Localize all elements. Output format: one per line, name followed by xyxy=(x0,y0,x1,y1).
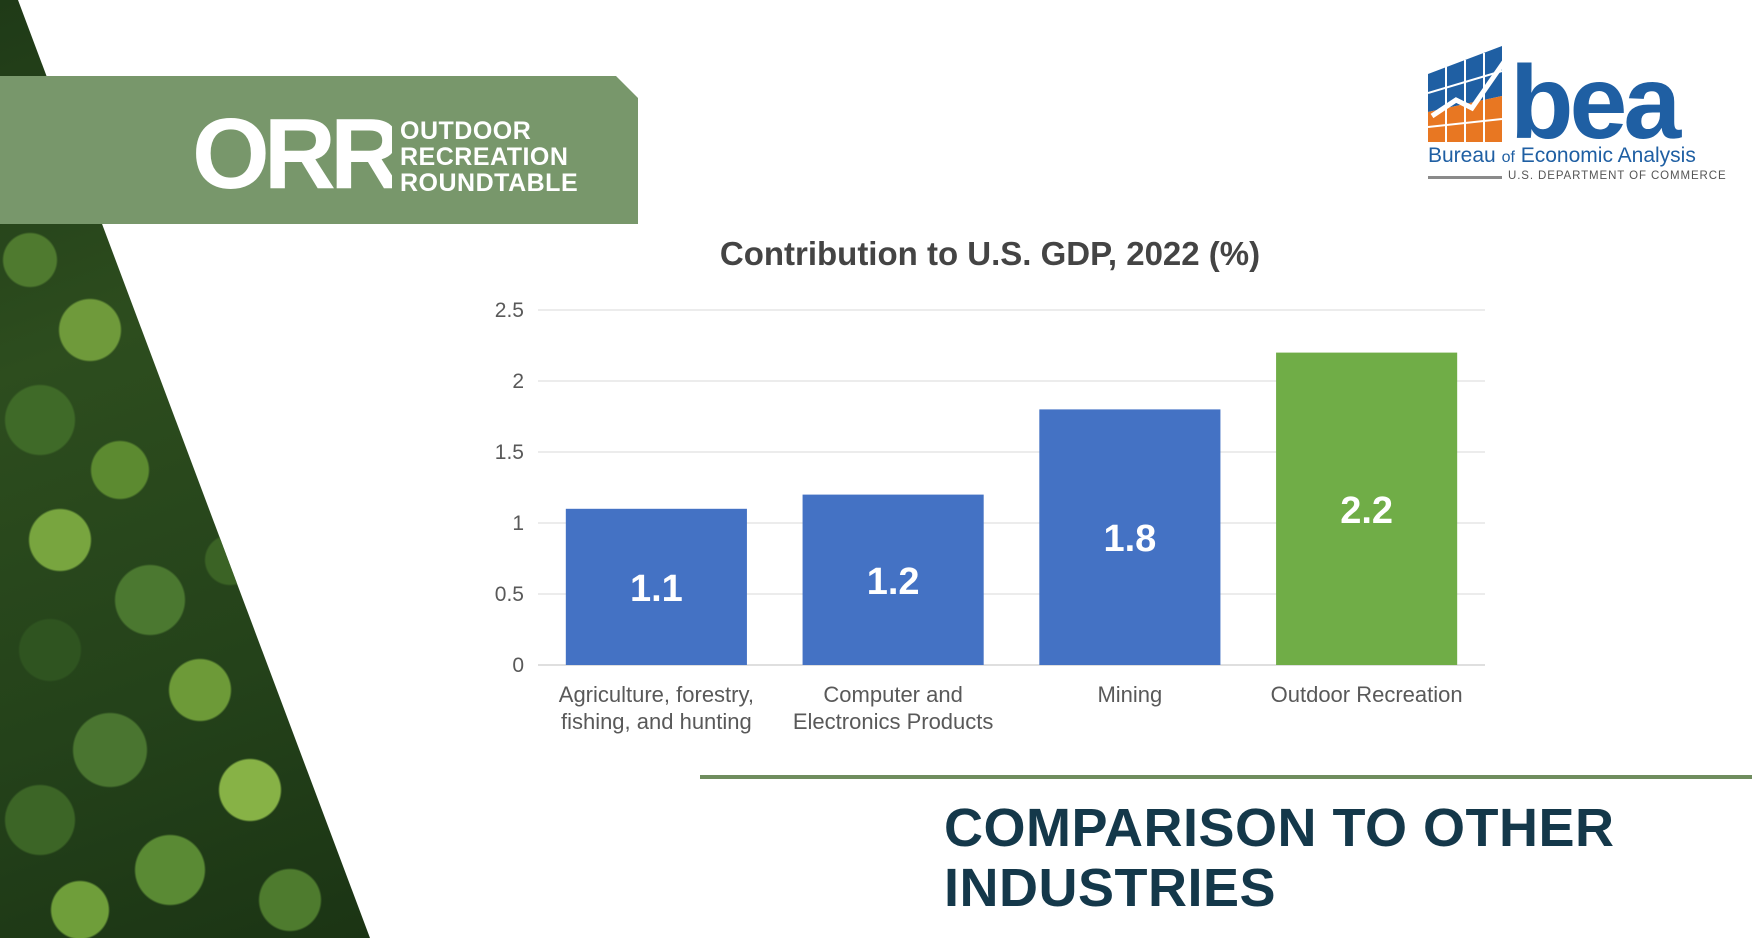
orr-line-3: ROUNDTABLE xyxy=(400,169,579,197)
chart-x-axis: Agriculture, forestry,fishing, and hunti… xyxy=(559,682,1463,734)
orr-logo-mark: ORR xyxy=(192,102,392,202)
gdp-bar-chart: Contribution to U.S. GDP, 2022 (%) 0 0.5 1… xyxy=(495,240,1485,734)
x-tick-label: fishing, and hunting xyxy=(561,709,752,734)
title-divider xyxy=(700,775,1752,779)
bar-value-label: 1.2 xyxy=(867,561,920,603)
chart-title: Contribution to U.S. GDP, 2022 (%) xyxy=(720,240,1260,272)
y-tick-label: 2.5 xyxy=(495,299,524,322)
x-tick-label: Outdoor Recreation xyxy=(1271,682,1463,707)
y-tick-label: 2 xyxy=(512,370,524,393)
orr-wordmark: OUTDOOR RECREATION ROUNDTABLE xyxy=(400,118,578,196)
slide-title: COMPARISON TO OTHER INDUSTRIES xyxy=(944,798,1615,918)
y-tick-label: 1 xyxy=(512,512,524,535)
chart-y-axis: 0 0.5 1 1.5 2 2.5 xyxy=(495,299,524,677)
x-tick-label: Electronics Products xyxy=(793,709,994,734)
x-tick-label: Mining xyxy=(1097,682,1162,707)
chart-bars xyxy=(565,352,1458,665)
bea-wordmark: bea xyxy=(1510,45,1682,161)
orr-line-1: OUTDOOR xyxy=(400,117,532,145)
bea-name-part-1: Bureau xyxy=(1428,144,1496,167)
orr-line-2: RECREATION xyxy=(400,143,569,171)
y-tick-label: 1.5 xyxy=(495,441,524,464)
x-tick-label: Agriculture, forestry, xyxy=(559,682,754,707)
bar xyxy=(565,508,747,665)
y-tick-label: 0 xyxy=(512,654,524,677)
bea-logo: bea xyxy=(1428,45,1686,161)
bar-value-label: 2.2 xyxy=(1340,490,1393,532)
header-band xyxy=(0,76,638,224)
orr-logo-letters: ORR xyxy=(192,102,392,202)
bea-name-part-3: Economic Analysis xyxy=(1520,144,1696,167)
bea-full-name: Bureau of Economic Analysis xyxy=(1428,144,1696,168)
y-tick-label: 0.5 xyxy=(495,583,524,606)
bar xyxy=(802,494,984,665)
bar xyxy=(1039,409,1221,665)
bar-value-label: 1.8 xyxy=(1103,518,1156,560)
bar-value-label: 1.1 xyxy=(630,568,683,610)
bar xyxy=(1276,352,1458,665)
bea-chart-icon xyxy=(1428,46,1507,142)
bea-dept-rule xyxy=(1428,176,1502,179)
x-tick-label: Computer and xyxy=(823,682,962,707)
bea-department: U.S. DEPARTMENT OF COMMERCE xyxy=(1508,170,1727,182)
chart-data-labels: 1.1 1.2 1.8 2.2 xyxy=(630,490,1393,610)
bea-name-part-2: of xyxy=(1501,149,1515,166)
